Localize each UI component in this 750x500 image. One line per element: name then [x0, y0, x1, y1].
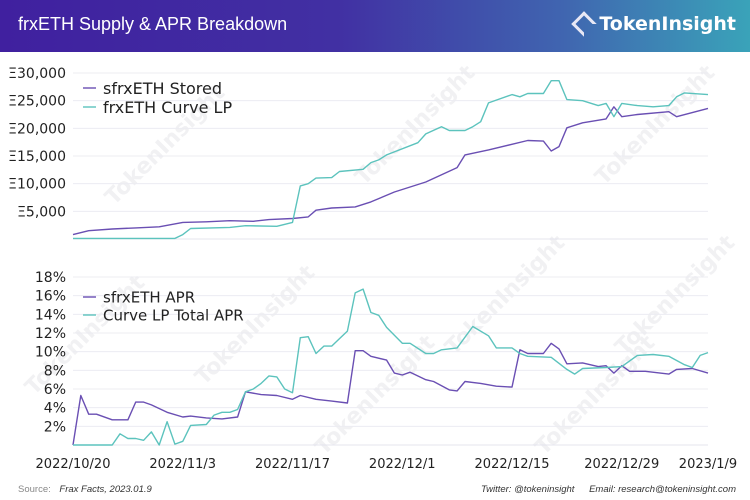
- twitter-handle: Twitter: @tokeninsight: [481, 484, 575, 495]
- x-tick-label: 2022/12/15: [475, 457, 550, 472]
- email-address: Email: research@tokeninsight.com: [589, 484, 736, 495]
- legend-label: sfrxETH APR: [103, 288, 195, 306]
- y-tick-label: 8%: [44, 363, 66, 379]
- y-tick-label: 12%: [35, 326, 66, 342]
- legend-label: frxETH Curve LP: [103, 98, 232, 117]
- series-line-sfrxeth-stored: [72, 106, 709, 236]
- page-title: frxETH Supply & APR Breakdown: [18, 14, 288, 34]
- legend-label: Curve LP Total APR: [103, 306, 244, 324]
- x-tick-label: 2022/12/1: [369, 457, 436, 472]
- y-tick-label: 16%: [35, 289, 66, 305]
- watermark-text: TokenInsight: [591, 60, 721, 190]
- source-note: Source: Frax Facts, 2023.01.9: [18, 484, 152, 495]
- series-line-frxeth-curve-lp: [73, 79, 709, 240]
- chart-area: TokenInsight TokenInsight TokenInsightToke…: [8, 60, 740, 472]
- x-tick-label: 2022/12/29: [584, 457, 659, 472]
- tokeninsight-logo-icon: [571, 11, 598, 37]
- y-tick-label: 14%: [35, 307, 66, 323]
- y-tick-label: 18%: [35, 270, 66, 286]
- x-tick-label: 2022/11/17: [255, 457, 330, 472]
- legend-label: sfrxETH Stored: [103, 79, 222, 98]
- y-tick-label: Ξ25,000: [8, 94, 66, 110]
- contact-note: Twitter: @tokeninsight Email: research@t…: [481, 484, 736, 495]
- x-tick-label: 2023/1/9: [679, 457, 737, 472]
- y-tick-label: 2%: [44, 419, 66, 435]
- watermark-text: TokenInsight: [531, 330, 661, 460]
- y-tick-label: Ξ5,000: [17, 204, 66, 220]
- series-line-sfrxeth-apr: [72, 342, 709, 446]
- y-tick-label: 6%: [44, 382, 66, 398]
- source-label: Source:: [18, 484, 51, 495]
- y-tick-label: Ξ10,000: [8, 177, 66, 193]
- y-tick-label: 4%: [44, 401, 66, 417]
- y-tick-label: Ξ20,000: [8, 121, 66, 137]
- header-banner: frxETH Supply & APR Breakdown TokenInsig…: [0, 0, 750, 52]
- watermark-text: TokenInsight: [351, 60, 481, 190]
- brand-name: TokenInsight: [599, 13, 736, 35]
- x-tick-label: 2022/11/3: [149, 457, 216, 472]
- x-tick-label: 2022/10/20: [36, 457, 111, 472]
- series-line-curve-lp-total-apr: [73, 288, 709, 446]
- y-tick-label: 10%: [35, 345, 66, 361]
- source-text: Frax Facts, 2023.01.9: [59, 484, 152, 495]
- y-tick-label: Ξ15,000: [8, 149, 66, 165]
- y-tick-label: Ξ30,000: [8, 66, 66, 82]
- brand-logo: TokenInsight: [571, 11, 736, 37]
